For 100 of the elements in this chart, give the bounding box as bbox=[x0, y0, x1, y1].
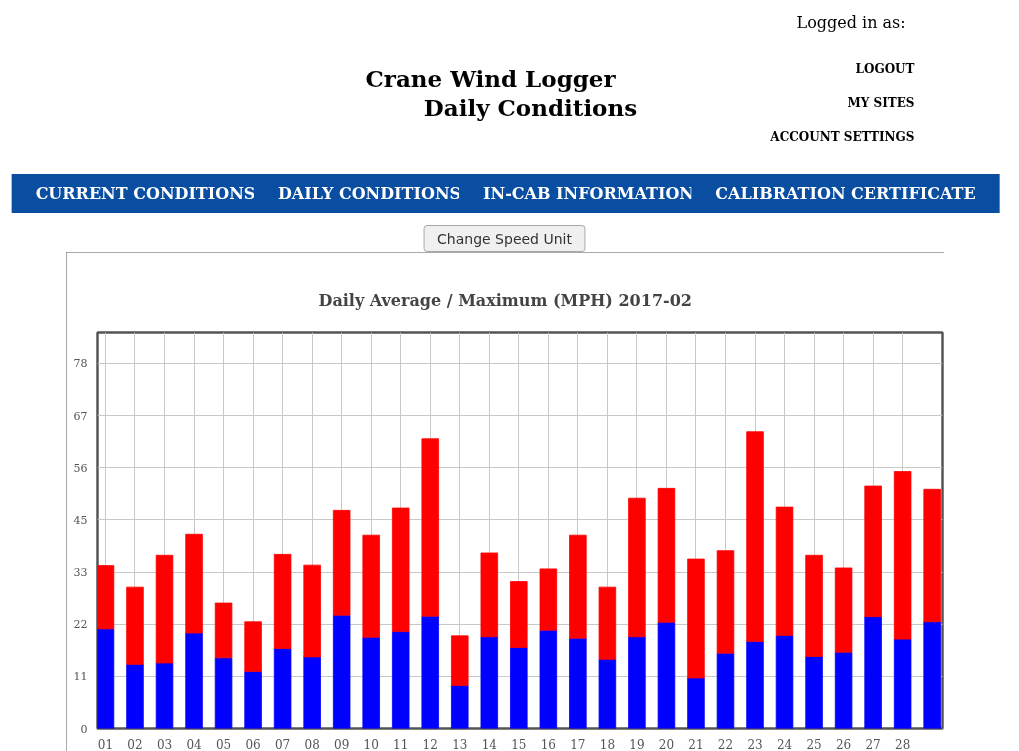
bar bbox=[687, 558, 705, 679]
bar bbox=[451, 685, 469, 729]
bar bbox=[657, 487, 676, 623]
x-tick-label: 06 bbox=[245, 737, 261, 751]
bar bbox=[244, 670, 262, 729]
bar bbox=[155, 554, 174, 664]
bar bbox=[391, 631, 410, 729]
x-tick-label: 11 bbox=[393, 737, 409, 751]
bar bbox=[628, 636, 646, 729]
x-tick-label: 01 bbox=[97, 737, 114, 751]
text: Logged in as: bbox=[796, 13, 906, 32]
bar bbox=[126, 586, 144, 665]
bar bbox=[893, 638, 912, 729]
text: ACCOUNT SETTINGS bbox=[769, 129, 915, 144]
y-tick-label: 11 bbox=[73, 670, 88, 684]
bar bbox=[97, 565, 115, 630]
bar bbox=[539, 568, 558, 631]
bar bbox=[421, 615, 439, 729]
bar bbox=[834, 651, 853, 729]
bar bbox=[716, 652, 735, 729]
bar bbox=[864, 485, 882, 618]
bar bbox=[451, 635, 469, 686]
x-tick-label: 12 bbox=[422, 737, 438, 751]
x-tick-label: 28 bbox=[895, 737, 911, 751]
bar bbox=[805, 554, 823, 657]
bar bbox=[775, 506, 794, 636]
bar bbox=[569, 637, 587, 729]
bar bbox=[303, 656, 321, 729]
x-tick-label: 27 bbox=[865, 737, 881, 751]
bar bbox=[155, 662, 174, 729]
bar bbox=[569, 534, 587, 639]
text: MY SITES bbox=[847, 95, 915, 110]
bar bbox=[598, 586, 617, 660]
bar bbox=[332, 614, 351, 729]
x-tick-label: 24 bbox=[776, 737, 793, 751]
bar bbox=[332, 509, 351, 616]
bar bbox=[97, 628, 115, 729]
x-tick-label: 18 bbox=[599, 737, 616, 751]
y-tick-label: 56 bbox=[73, 461, 88, 475]
text: Change Speed Unit bbox=[437, 230, 573, 247]
chart-title: Daily Average / Maximum (MPH) 2017-02 bbox=[318, 290, 692, 310]
x-tick-label: 09 bbox=[334, 737, 350, 751]
bar bbox=[864, 616, 882, 729]
y-tick-label: 33 bbox=[73, 566, 88, 580]
y-tick-label: 67 bbox=[73, 409, 88, 423]
bar bbox=[598, 658, 617, 729]
text: LOGOUT bbox=[855, 61, 915, 76]
bar bbox=[214, 657, 233, 729]
x-tick-label: 05 bbox=[215, 737, 232, 751]
bar bbox=[716, 550, 735, 654]
x-tick-label: 21 bbox=[688, 737, 704, 751]
x-tick-label: 07 bbox=[274, 737, 291, 751]
y-tick-label: 0 bbox=[80, 722, 88, 736]
text: Daily Conditions bbox=[423, 94, 638, 121]
y-tick-label: 22 bbox=[73, 618, 88, 632]
text: DAILY CONDITIONS bbox=[277, 184, 462, 203]
bar bbox=[273, 648, 292, 729]
x-tick-label: 02 bbox=[127, 737, 143, 751]
bar bbox=[834, 567, 853, 653]
x-tick-label: 03 bbox=[156, 737, 173, 751]
text: CURRENT CONDITIONS bbox=[35, 184, 256, 203]
bar bbox=[510, 581, 528, 648]
bar bbox=[923, 621, 941, 729]
bar bbox=[244, 621, 262, 672]
bar bbox=[391, 507, 410, 633]
text: IN-CAB INFORMATION bbox=[483, 184, 694, 203]
bar bbox=[687, 677, 705, 729]
x-tick-label: 10 bbox=[363, 737, 379, 751]
bar bbox=[805, 656, 823, 729]
text: Crane Wind Logger bbox=[365, 65, 617, 92]
text: CALIBRATION CERTIFICATE bbox=[715, 184, 976, 203]
x-tick-label: 25 bbox=[806, 737, 822, 751]
x-tick-label: 22 bbox=[717, 737, 734, 751]
bar bbox=[303, 564, 321, 658]
bar bbox=[923, 488, 941, 623]
x-tick-label: 04 bbox=[186, 737, 203, 751]
bar bbox=[628, 497, 646, 638]
y-tick-label: 45 bbox=[73, 513, 88, 527]
bar bbox=[273, 553, 292, 649]
x-tick-label: 15 bbox=[511, 737, 527, 751]
bar bbox=[893, 471, 912, 640]
x-tick-label: 23 bbox=[747, 737, 763, 751]
bar bbox=[421, 438, 439, 617]
bar bbox=[362, 636, 380, 729]
x-tick-label: 19 bbox=[629, 737, 645, 751]
x-tick-label: 16 bbox=[540, 737, 556, 751]
bar bbox=[185, 632, 203, 729]
bar bbox=[775, 634, 794, 729]
bar bbox=[510, 647, 528, 729]
bar bbox=[214, 602, 233, 659]
bar bbox=[126, 663, 144, 729]
x-tick-label: 08 bbox=[304, 737, 320, 751]
bar bbox=[362, 534, 380, 638]
bar bbox=[480, 636, 499, 729]
bar bbox=[657, 621, 676, 729]
bar bbox=[746, 641, 764, 729]
y-tick-label: 78 bbox=[73, 357, 88, 371]
bar bbox=[480, 552, 499, 638]
x-tick-label: 14 bbox=[481, 737, 498, 751]
x-tick-label: 26 bbox=[835, 737, 852, 751]
